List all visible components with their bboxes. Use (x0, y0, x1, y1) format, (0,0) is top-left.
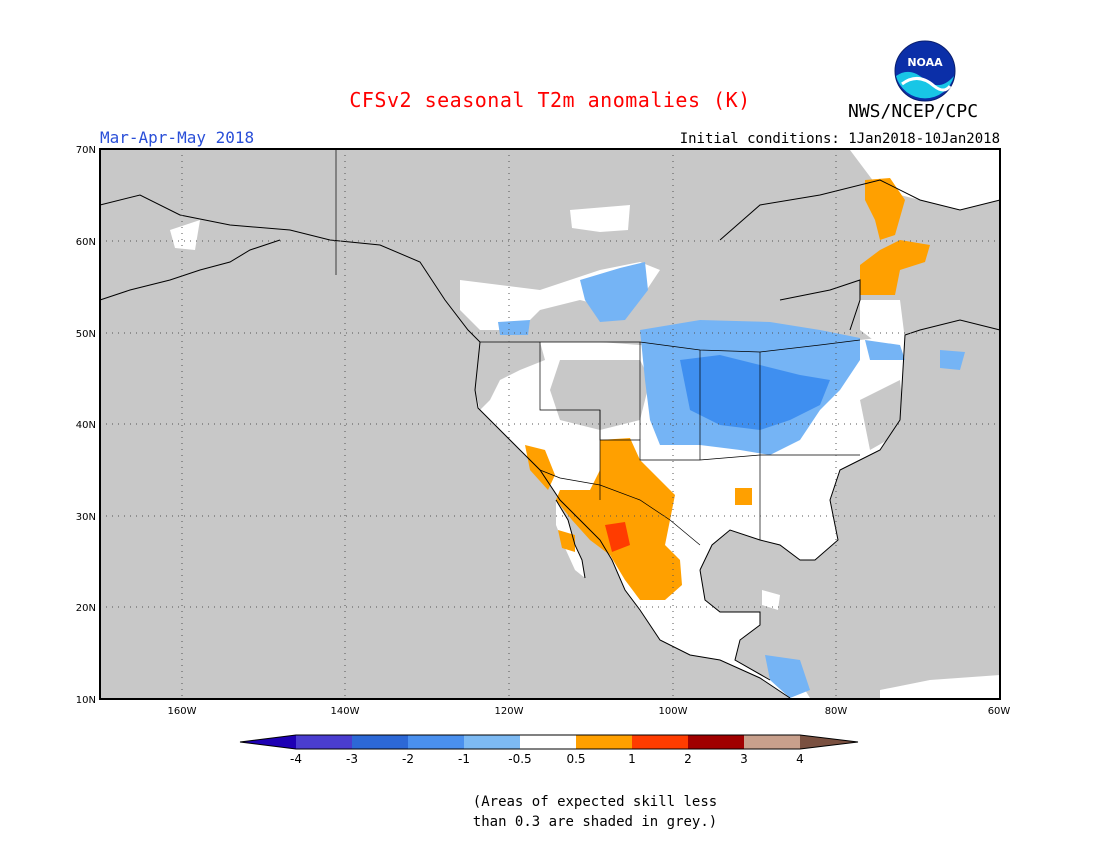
colorbar-segment (296, 735, 352, 749)
lon-label: 140W (331, 706, 360, 717)
colorbar-label: 0.5 (566, 752, 585, 766)
noaa-logo-text: NOAA (907, 56, 943, 69)
colorbar-label: -3 (346, 752, 358, 766)
lat-label: 40N (76, 420, 96, 431)
land-alaska-patch (170, 220, 200, 250)
skill-note-line: than 0.3 are shaded in grey.) (472, 814, 718, 830)
colorbar-segment (520, 735, 576, 749)
colorbar-segment (576, 735, 632, 749)
lat-label: 70N (76, 145, 96, 156)
lon-label: 160W (168, 706, 197, 717)
skill-note: (Areas of expected skill less than 0.3 a… (0, 792, 1100, 832)
colorbar-segment (408, 735, 464, 749)
colorbar-segment (744, 735, 800, 749)
graticule (100, 149, 1000, 699)
lat-label: 10N (76, 695, 96, 706)
colorbar-label: -0.5 (508, 752, 531, 766)
noaa-logo-icon: NOAA (894, 40, 956, 102)
colorbar-labels: -4 -3 -2 -1 -0.5 0.5 1 2 3 4 (290, 752, 804, 766)
lat-label: 50N (76, 329, 96, 340)
colorbar-segment (464, 735, 520, 749)
colorbar-label: -4 (290, 752, 302, 766)
longitude-labels: 160W 140W 120W 100W 80W 60W (168, 706, 1011, 717)
colorbar-label: -2 (402, 752, 414, 766)
lat-label: 20N (76, 603, 96, 614)
lat-label: 60N (76, 237, 96, 248)
colorbar-label: 3 (740, 752, 748, 766)
colorbar-label: 1 (628, 752, 636, 766)
colorbar-label: 4 (796, 752, 804, 766)
land-south-america-patch (880, 675, 1000, 699)
colorbar-label: 2 (684, 752, 692, 766)
latitude-labels: 70N 60N 50N 40N 30N 20N 10N (76, 145, 96, 706)
land-cuba-patch (762, 590, 780, 610)
colorbar-label: -1 (458, 752, 470, 766)
skill-note-line: (Areas of expected skill less (472, 794, 718, 810)
coastlines (99, 179, 1001, 699)
colorbar-segment (240, 735, 296, 749)
cool-anomaly-regions (498, 262, 965, 698)
lon-label: 60W (988, 706, 1011, 717)
colorbar-segment (632, 735, 688, 749)
colorbar-segment (352, 735, 408, 749)
land-arctic-patch (570, 205, 630, 232)
agency-label: NWS/NCEP/CPC (848, 101, 979, 122)
colorbar-segment (688, 735, 744, 749)
lon-label: 100W (659, 706, 688, 717)
lon-label: 80W (825, 706, 848, 717)
map-title: CFSv2 seasonal T2m anomalies (K) (349, 88, 751, 112)
season-label: Mar-Apr-May 2018 (100, 128, 255, 147)
land-greenland-patch (850, 150, 1000, 210)
map-frame (99, 148, 1001, 700)
lat-label: 30N (76, 512, 96, 523)
warm-anomaly-regions (525, 178, 930, 600)
colorbar (239, 734, 859, 750)
low-skill-mask (475, 342, 905, 450)
colorbar-segment (800, 735, 858, 749)
lon-label: 120W (495, 706, 524, 717)
political-borders (335, 149, 861, 546)
initial-conditions-label: Initial conditions: 1Jan2018-10Jan2018 (679, 131, 1000, 147)
land-labrador-patch (860, 300, 905, 345)
